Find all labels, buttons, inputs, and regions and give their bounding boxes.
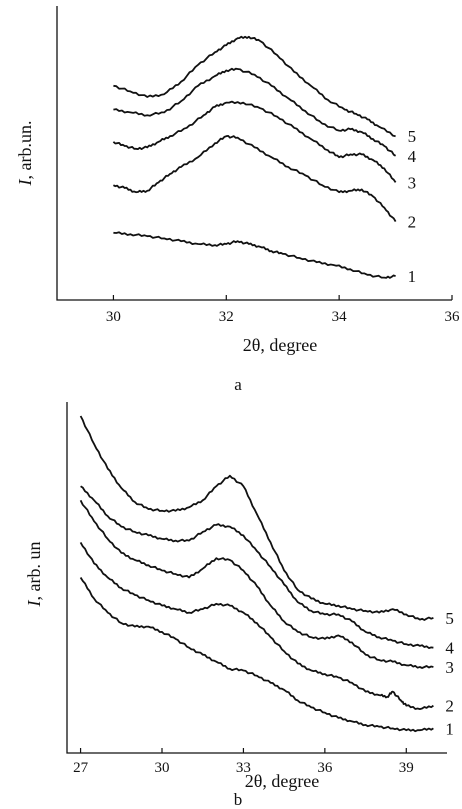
curve-label-2: 2 — [408, 213, 417, 232]
series-5-line — [79, 415, 434, 621]
chart-a-curve-labels: 1 2 3 45 — [408, 127, 417, 286]
x-tick-label: 36 — [317, 760, 333, 776]
chart-a-y-axis-variable: I — [15, 178, 35, 186]
curve-label-1: 1 — [445, 719, 454, 738]
chart-b-y-axis-label: I, arb. un — [24, 542, 44, 608]
curve-label-4: 4 — [445, 639, 454, 658]
curve-label-1: 1 — [408, 267, 417, 286]
chart-a-x-ticks: 30 32 34 36 — [106, 295, 460, 325]
curve-label-3: 3 — [408, 173, 417, 192]
curve-label-4: 4 — [408, 147, 417, 166]
chart-a-y-axis-unit: , arb.un. — [15, 121, 35, 180]
curve-label-2: 2 — [445, 697, 454, 716]
panel-label-a: a — [234, 375, 242, 394]
x-tick-label: 30 — [155, 760, 170, 776]
chart-a-x-axis-label: 2θ, degree — [243, 335, 318, 355]
series-1-line — [113, 231, 396, 279]
chart-a-series — [112, 35, 397, 279]
series-3-line — [79, 499, 434, 669]
x-tick-label: 30 — [106, 309, 121, 325]
chart-b-curve-labels: 1 2 34 5 — [445, 609, 454, 739]
x-tick-label: 39 — [399, 760, 414, 776]
series-1-line — [79, 577, 434, 733]
series-5-line — [113, 35, 396, 138]
chart-b-y-axis-unit: , arb. un — [24, 542, 44, 601]
curve-label-5: 5 — [445, 609, 454, 628]
curve-label-5: 5 — [408, 127, 417, 146]
chart-b-axes — [66, 402, 447, 754]
panel-label-b: b — [234, 790, 243, 809]
chart-b-series — [79, 415, 434, 733]
x-tick-label: 36 — [445, 309, 461, 325]
x-tick-label: 32 — [219, 309, 234, 325]
series-2-line — [112, 135, 397, 223]
chart-a-y-axis-label: I, arb.un. — [15, 121, 35, 187]
x-tick-label: 33 — [236, 760, 251, 776]
chart-b-x-axis-label: 2θ, degree — [245, 771, 320, 791]
chart-b-y-axis-variable: I — [24, 599, 44, 607]
series-4-line — [80, 485, 434, 649]
chart-a-axes — [56, 6, 452, 301]
chart-b-x-ticks: 27 30 33 36 39 — [73, 748, 414, 776]
x-tick-label: 27 — [73, 760, 89, 776]
curve-label-3: 3 — [445, 658, 454, 677]
series-3-line — [112, 100, 397, 183]
x-tick-label: 34 — [332, 309, 348, 325]
series-2-line — [79, 541, 434, 710]
series-4-line — [113, 67, 397, 157]
chart-b: 27 30 33 36 39 1 2 34 5 2θ, degree I, arb. un b — [24, 402, 454, 809]
